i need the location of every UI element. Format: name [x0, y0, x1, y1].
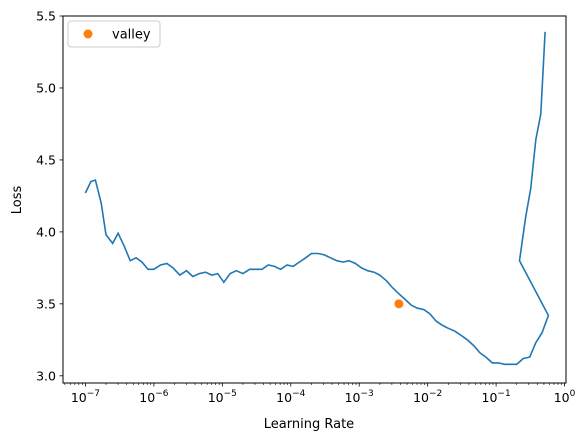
x-tick-label: 10−3 — [345, 389, 374, 405]
x-tick-label: 10−7 — [71, 389, 100, 405]
y-axis-ticks: 3.0 3.5 4.0 4.5 5.0 5.5 — [36, 9, 63, 383]
y-tick-label: 4.0 — [36, 224, 56, 239]
y-tick-label: 5.5 — [36, 9, 56, 24]
x-tick-label: 10−1 — [482, 389, 511, 405]
valley-point — [394, 299, 404, 309]
y-axis-label: Loss — [10, 186, 25, 215]
loss-series-line — [84, 31, 550, 366]
x-tick-label: 10−6 — [139, 389, 168, 405]
legend: valley — [67, 20, 161, 48]
legend-valley-label: valley — [112, 28, 151, 43]
y-tick-label: 3.0 — [36, 368, 56, 383]
legend-valley-marker — [83, 29, 93, 39]
x-axis-label: Learning Rate — [264, 417, 354, 432]
x-axis-ticks: 10−7 10−6 10−5 10−4 10−3 10−2 10−1 100 — [64, 383, 576, 405]
plot-area — [62, 15, 567, 384]
y-tick-label: 4.5 — [36, 152, 56, 167]
x-tick-label: 10−5 — [208, 389, 237, 405]
legend-box — [67, 20, 161, 48]
y-tick-label: 5.0 — [36, 80, 56, 95]
x-tick-label: 100 — [554, 389, 576, 405]
y-tick-label: 3.5 — [36, 296, 56, 311]
x-tick-label: 10−2 — [413, 389, 442, 405]
x-tick-label: 10−4 — [276, 389, 305, 405]
